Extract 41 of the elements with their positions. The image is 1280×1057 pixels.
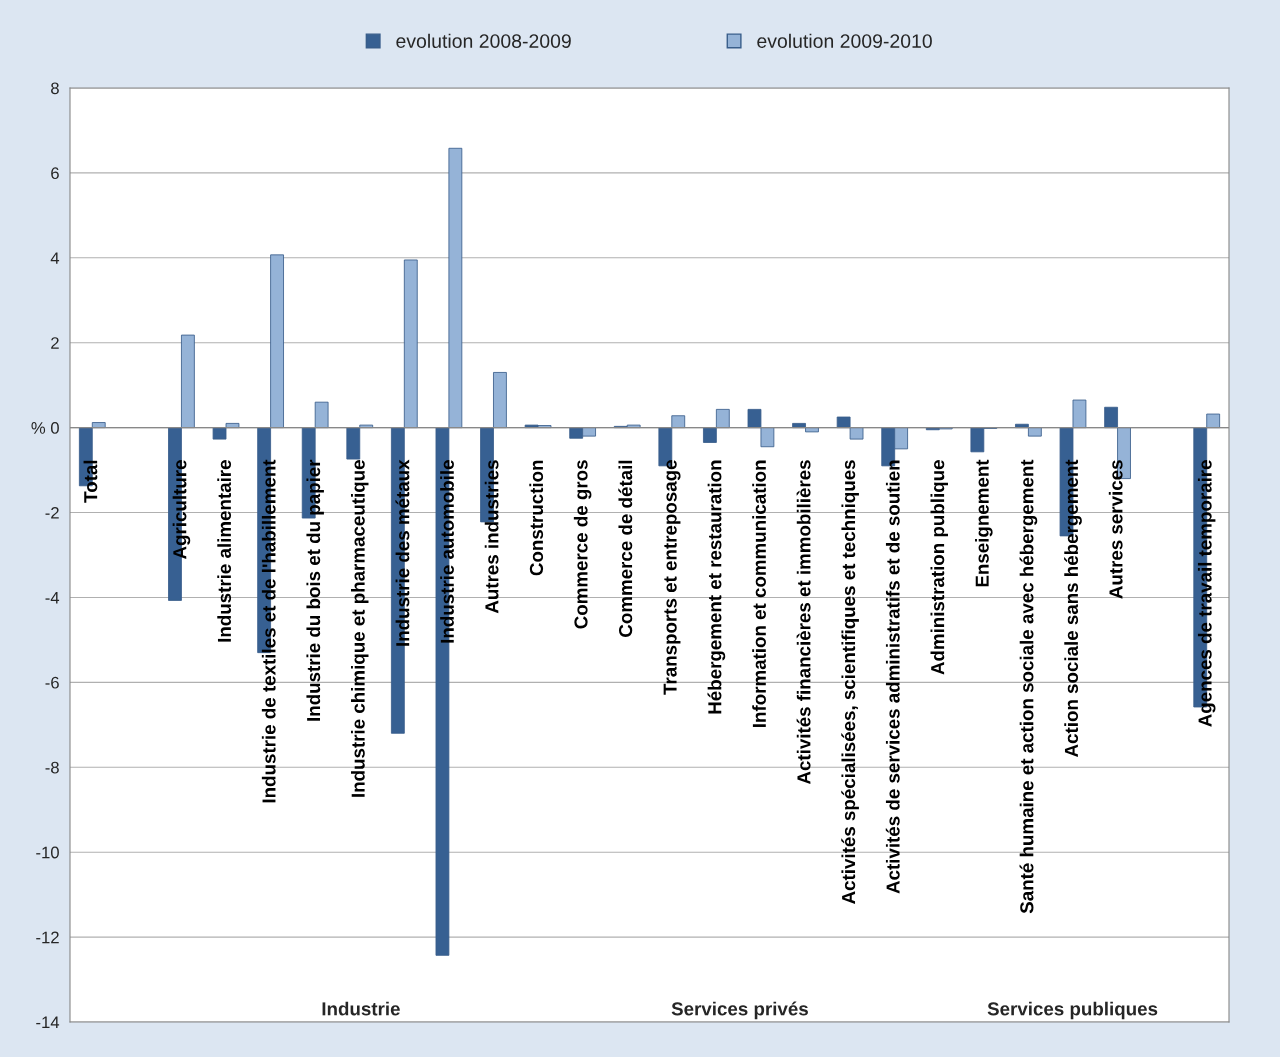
y-tick-label: -4	[45, 592, 60, 604]
y-tick-label: 8	[51, 82, 59, 95]
x-tick-label: Industrie alimentaire	[217, 460, 232, 642]
x-tick-label: Industrie du bois et du papier	[306, 459, 324, 721]
x-tick-label: Activités spécialisées, scientifiques et techniques	[841, 460, 859, 904]
y-tick-label: -2	[45, 506, 59, 519]
x-tick-label: Enseignement	[975, 459, 993, 587]
y-tick-label: 4	[50, 252, 60, 264]
annotation: Industrie	[322, 1001, 400, 1016]
y-tick-label: -10	[36, 846, 59, 859]
legend-label: evolution 2009-2010	[757, 33, 932, 48]
y-tick-label: -6	[45, 676, 59, 689]
x-tick-label: Industrie chimique et pharmaceutique	[351, 460, 369, 797]
x-tick-label: Autres services	[1108, 460, 1123, 599]
x-tick-label: Commerce de détail	[618, 460, 633, 637]
y-tick-label: 6	[51, 167, 59, 180]
x-tick-label: Construction	[529, 460, 544, 576]
x-tick-label: Total	[83, 460, 98, 503]
x-tick-label: Activités de services administratifs et de soutien	[885, 460, 900, 894]
y-tick-label: % 0	[31, 422, 59, 434]
y-tick-label: -14	[36, 1016, 60, 1029]
x-tick-label: Agriculture	[172, 460, 191, 560]
y-tick-label: -12	[36, 931, 59, 944]
x-tick-label: Information et communication	[752, 460, 766, 727]
x-tick-label: Agences de travail temporaire	[1197, 460, 1216, 727]
x-tick-label: Administration publique	[930, 460, 948, 675]
x-tick-label: Commerce de gros	[573, 460, 592, 629]
x-tick-label: Action sociale sans hébergement	[1064, 459, 1082, 757]
x-tick-label: Industrie des métaux	[395, 459, 410, 646]
x-tick-label: Santé humaine et action sociale avec hébergement	[1019, 459, 1038, 914]
x-tick-label: Hébergement et restauration	[707, 460, 726, 714]
x-tick-label: Industrie automobile	[440, 460, 454, 643]
x-tick-label: Autres industries	[484, 460, 499, 614]
annotation: Services publiques	[987, 1001, 1158, 1020]
legend-label: evolution 2008-2009	[396, 33, 571, 48]
x-tick-label: Transports et entreposage	[663, 460, 681, 695]
x-tick-label: Industrie de textiles et de l'habillement	[261, 459, 276, 803]
x-tick-label: Activités financières et immobilières	[796, 460, 811, 785]
y-tick-label: 2	[51, 337, 59, 349]
y-tick-label: -8	[45, 761, 59, 774]
annotation: Services privés	[671, 1001, 808, 1020]
